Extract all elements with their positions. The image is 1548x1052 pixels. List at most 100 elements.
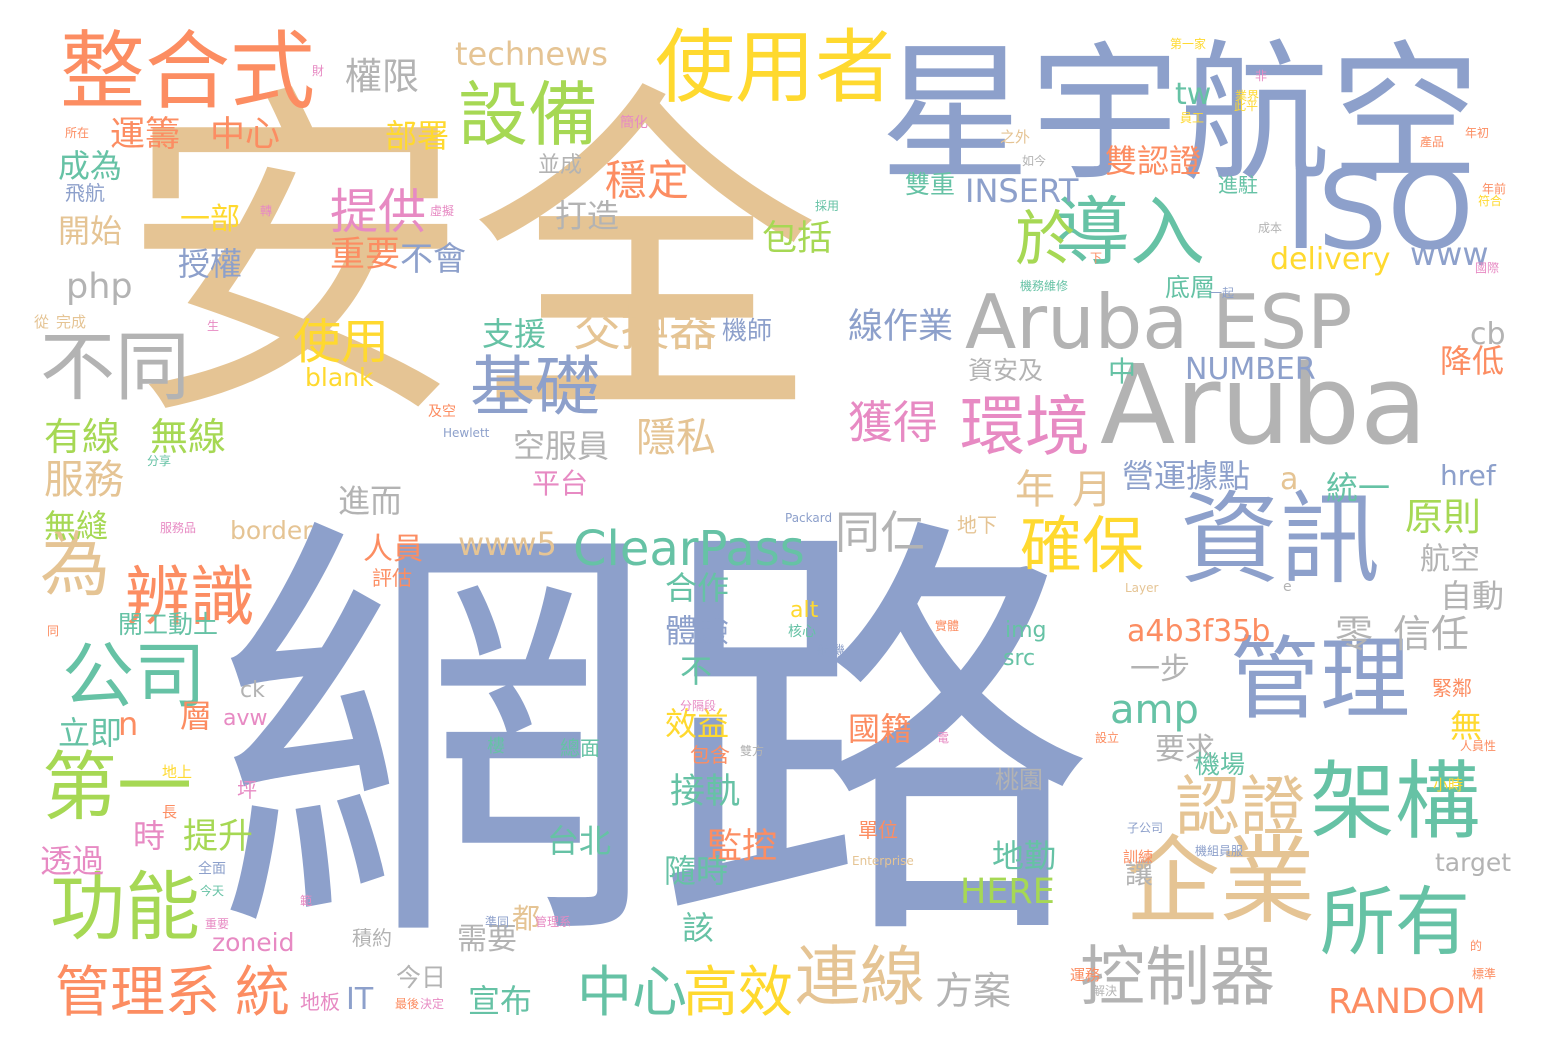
cloud-word: 合作 <box>665 569 730 607</box>
cloud-word: 進而 <box>338 482 403 520</box>
cloud-word: 管理系 <box>535 915 572 929</box>
cloud-word: 環境 <box>960 390 1091 465</box>
cloud-word: 權限 <box>345 55 419 98</box>
cloud-word: 開工動土 <box>118 610 219 639</box>
cloud-word: 之外 <box>1000 128 1031 146</box>
cloud-word: 交換器 <box>573 301 718 357</box>
cloud-word: 管理 <box>1230 627 1410 732</box>
cloud-word: 成本 <box>1258 221 1283 235</box>
cloud-word: href <box>1440 459 1496 492</box>
cloud-word: 同 <box>47 624 60 638</box>
cloud-word: 不 <box>680 652 713 690</box>
cloud-word: IT <box>346 982 374 1017</box>
cloud-word: src <box>1003 646 1036 671</box>
cloud-word: a4b3f35b <box>1127 614 1271 649</box>
cloud-word: 接軌 <box>670 772 741 812</box>
cloud-word: 今天 <box>200 884 225 898</box>
cloud-word: www <box>1410 235 1489 273</box>
cloud-word: 第一 <box>42 743 193 831</box>
cloud-word: zoneid <box>212 928 295 957</box>
cloud-word: 信任 <box>1393 612 1470 656</box>
cloud-word: 機場 <box>1195 750 1246 779</box>
cloud-word: 飛航 <box>65 181 105 205</box>
cloud-word: 長 <box>162 803 178 821</box>
cloud-word: 監控 <box>707 827 778 867</box>
cloud-word: 及空 <box>428 404 456 420</box>
cloud-word: 年 <box>1015 467 1055 513</box>
cloud-word: Hewlett <box>443 426 490 440</box>
cloud-word: 宣布 <box>468 982 533 1020</box>
cloud-word: 符合 <box>1478 194 1503 208</box>
cloud-word: 提供 <box>330 184 427 240</box>
cloud-word: 打造 <box>555 197 620 235</box>
cloud-word: 底層 <box>1165 273 1216 302</box>
cloud-word: 資訊 <box>1180 481 1380 598</box>
cloud-word: 國籍 <box>848 710 913 748</box>
cloud-word: 子公司 <box>1127 821 1164 835</box>
cloud-word: 無縫 <box>44 507 109 545</box>
cloud-word: 範 <box>300 894 313 908</box>
cloud-word: 一部 <box>180 202 240 237</box>
cloud-word: 地板 <box>300 990 340 1014</box>
cloud-word: 運務 <box>1070 966 1101 984</box>
cloud-word: Enterprise <box>852 854 914 868</box>
cloud-word: 國際 <box>1475 261 1500 275</box>
cloud-word: 坪 <box>237 778 257 802</box>
cloud-word: 都 <box>512 902 541 935</box>
cloud-word: 連線 <box>795 940 926 1015</box>
cloud-word: tw <box>1175 77 1212 112</box>
cloud-word: 空服員 <box>513 427 610 465</box>
cloud-word: blank <box>305 363 374 392</box>
cloud-word: 資安及 <box>968 356 1044 385</box>
cloud-word: ClearPass <box>573 521 805 577</box>
cloud-word: 準同 <box>485 915 510 929</box>
cloud-word: 重要 <box>330 235 401 275</box>
cloud-word: 產品 <box>1420 135 1445 149</box>
cloud-word: 人員 <box>363 532 423 567</box>
cloud-word: 此平 <box>1234 99 1259 113</box>
cloud-word: 最後 <box>395 997 420 1011</box>
cloud-word: 中 <box>1108 355 1137 388</box>
cloud-word: 積約 <box>352 926 392 950</box>
cloud-word: delivery <box>1270 242 1391 277</box>
cloud-word: Aruba ESP <box>965 278 1353 366</box>
cloud-word: 雙方 <box>740 744 765 758</box>
cloud-word: 航空 <box>1180 28 1481 202</box>
cloud-word: 緊鄰 <box>1432 676 1472 700</box>
cloud-word: 非 <box>1255 69 1268 83</box>
cloud-word: 統 <box>235 960 291 1024</box>
cloud-word: 公司 <box>62 634 207 718</box>
cloud-word: 管理系 <box>55 960 221 1024</box>
cloud-word: NUMBER <box>1185 352 1316 387</box>
cloud-word: 評估 <box>372 566 412 590</box>
cloud-word: 開始 <box>58 212 123 250</box>
cloud-word: 員工 <box>1180 111 1205 125</box>
cloud-word: 導入 <box>1055 188 1206 276</box>
cloud-word: 體驗 <box>665 612 730 650</box>
cloud-word: 使用 <box>293 314 390 370</box>
cloud-word: 設立 <box>1095 731 1120 745</box>
cloud-word: 授權 <box>178 245 243 283</box>
cloud-word: 分享 <box>147 454 172 468</box>
cloud-word: 功能 <box>50 863 201 951</box>
cloud-word: 同仁 <box>835 506 926 559</box>
cloud-word: php <box>66 267 133 307</box>
cloud-word: 年初 <box>1465 126 1490 140</box>
cloud-word: 運籌 <box>110 115 181 155</box>
cloud-word: 於 <box>1015 205 1075 275</box>
cloud-word: 需要 <box>457 922 517 957</box>
cloud-word: 企業 <box>1125 827 1316 937</box>
cloud-word: 認證 <box>1175 770 1306 845</box>
cloud-word: 自動 <box>1440 577 1505 615</box>
cloud-word: ck <box>240 678 265 703</box>
cloud-word: 成為 <box>58 147 123 185</box>
cloud-word: 不同 <box>40 323 191 411</box>
cloud-word: INSERT <box>965 172 1079 210</box>
cloud-word: 訓練 <box>1123 848 1154 866</box>
cloud-word: RANDOM <box>1328 982 1486 1022</box>
cloud-word: 如今 <box>1022 154 1047 168</box>
cloud-word: 台北 <box>547 822 612 860</box>
cloud-word: 確保 <box>1020 509 1145 582</box>
cloud-word: 全面 <box>198 861 226 877</box>
cloud-word: technews <box>455 35 608 73</box>
